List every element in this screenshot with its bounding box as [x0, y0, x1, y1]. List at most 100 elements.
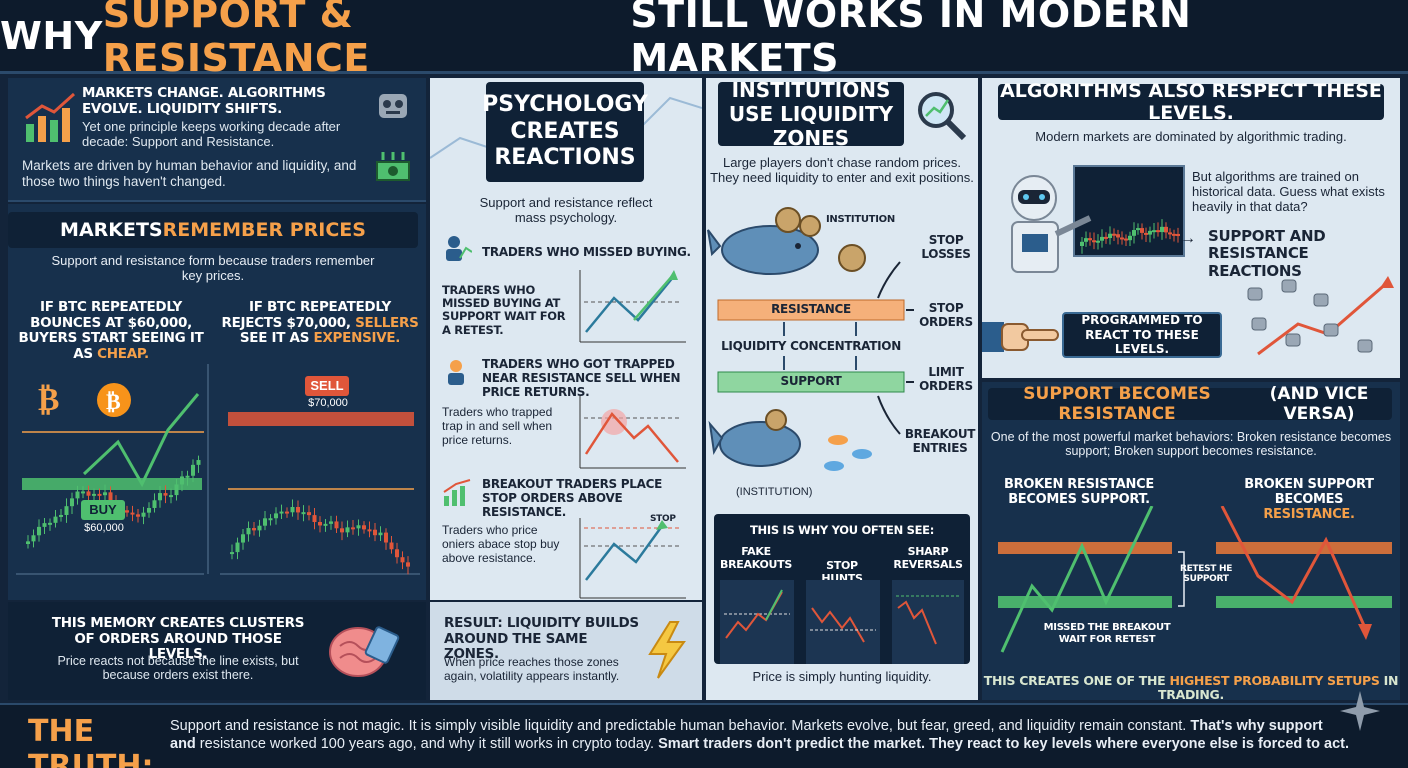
- memory-panel: THIS MEMORY CREATES CLUSTERS OF ORDERS A…: [8, 602, 426, 700]
- sharp-reversals-label: SHARP REVERSALS: [893, 545, 963, 571]
- inst-header: INSTITUTIONS USE LIQUIDITY ZONES: [718, 78, 904, 150]
- candle: [1164, 226, 1168, 233]
- candle: [191, 464, 195, 476]
- candle: [257, 525, 262, 531]
- brain-icon: [329, 626, 400, 677]
- growth-chart-icon: [25, 92, 76, 142]
- flip-panel: SUPPORT BECOMES RESISTANCE (AND VICE VER…: [982, 382, 1400, 700]
- candle: [323, 523, 328, 526]
- flip-charts: [998, 506, 1392, 653]
- candle: [307, 512, 311, 516]
- trader-icon-2: [448, 360, 464, 385]
- flip-foot: THIS CREATES ONE OF THE HIGHEST PROBABIL…: [983, 673, 1399, 700]
- flip-sub: One of the most powerful market behavior…: [990, 430, 1392, 459]
- candle: [296, 506, 300, 513]
- candle: [373, 529, 377, 536]
- robot-chart-illustration: [1011, 165, 1185, 273]
- why-box: THIS IS WHY YOU OFTEN SEE: FAKE BREAKOUT…: [714, 514, 970, 664]
- whale-icon-2: [708, 409, 801, 467]
- candle: [351, 527, 355, 530]
- programmed-box: PROGRAMMED TO REACT TO THESE LEVELS.: [1062, 312, 1222, 358]
- svg-text:₿: ₿: [38, 380, 59, 418]
- candle: [246, 528, 251, 535]
- candle: [356, 525, 361, 529]
- candle: [152, 500, 157, 508]
- candle: [367, 529, 372, 532]
- resistance-label: RESISTANCE: [771, 302, 851, 316]
- retest-chart: [579, 270, 686, 343]
- candle: [81, 491, 85, 494]
- money-bag-icon: [775, 207, 866, 272]
- psych-item2-body: Traders who trapped trap in and sell whe…: [442, 405, 553, 447]
- candle: [1160, 226, 1164, 233]
- candle: [136, 514, 140, 517]
- truth-text: Support and resistance is not magic. It …: [170, 718, 1349, 753]
- candle: [252, 528, 256, 531]
- liquidity-diagram: [707, 207, 914, 471]
- algo-paragraph: But algorithms are trained on historical…: [1192, 169, 1385, 214]
- psych-header: PSYCHOLOGY CREATES REACTIONS: [482, 82, 648, 182]
- candle: [1120, 237, 1124, 240]
- candle: [141, 512, 146, 517]
- candle: [53, 516, 58, 523]
- flip-head-rest: (AND VICE VERSA): [1269, 384, 1369, 424]
- hunt-charts: [720, 580, 964, 664]
- result-heading: RESULT: LIQUIDITY BUILDS AROUND THE SAME…: [444, 615, 639, 663]
- candle: [169, 495, 173, 498]
- trap-chart: [579, 396, 686, 469]
- robot-network-icon: [1247, 276, 1394, 356]
- candle: [384, 532, 388, 543]
- candle: [37, 526, 41, 536]
- btc-coin-icon: ₿: [38, 380, 59, 418]
- psych-item3-body: Traders who price oniers abace stop buy …: [442, 523, 560, 565]
- intro-panel: MARKETS CHANGE. ALGORITHMS EVOLVE. LIQUI…: [8, 78, 426, 202]
- candle: [1108, 233, 1112, 239]
- candle: [1148, 230, 1152, 235]
- psych-item1-title: TRADERS WHO MISSED BUYING.: [482, 245, 691, 259]
- candle: [64, 506, 69, 515]
- support-label: SUPPORT: [780, 374, 842, 388]
- candle: [318, 522, 322, 526]
- candle: [1156, 230, 1160, 233]
- candle: [1144, 232, 1148, 235]
- candle: [1140, 228, 1144, 233]
- candle: [1104, 236, 1108, 239]
- intro-line: Yet one principle keeps working decade a…: [82, 119, 341, 149]
- sell-price: $70,000: [308, 397, 348, 409]
- candle: [59, 514, 63, 517]
- result-body: When price reaches those zones again, vo…: [444, 655, 620, 683]
- psych-item2-title: TRADERS WHO GOT TRAPPED NEAR RESISTANCE …: [482, 357, 681, 399]
- candle: [1088, 238, 1092, 241]
- flip-right-title: BROKEN SUPPORT BECOMES RESISTANCE.: [1244, 477, 1374, 522]
- candle: [163, 493, 168, 496]
- candle: [196, 460, 201, 465]
- candle: [1132, 230, 1136, 236]
- candle: [1168, 232, 1172, 235]
- remember-head-pre: MARKETS: [60, 219, 163, 241]
- candle: [130, 512, 135, 515]
- candle: [268, 518, 273, 521]
- candle: [1116, 234, 1120, 238]
- btc-charts: ₿ ₿: [16, 364, 420, 575]
- flip-left-title: BROKEN RESISTANCE BECOMES SUPPORT.: [1004, 477, 1154, 507]
- title-highlight: SUPPORT & RESISTANCE: [102, 0, 370, 80]
- truth-label: THE TRUTH:: [28, 714, 154, 768]
- intro-body: Markets are driven by human behavior and…: [22, 158, 357, 189]
- money-icon: [376, 152, 410, 181]
- btc-reject-text: IF BTC REPEATEDLY REJECTS $70,000, SELLE…: [221, 299, 419, 347]
- candle: [329, 521, 333, 524]
- candle: [312, 515, 317, 523]
- stop-chart: [579, 518, 686, 599]
- remember-sub: Support and resistance form because trad…: [51, 253, 375, 283]
- liquidity-label: LIQUIDITY CONCENTRATION: [721, 339, 901, 353]
- btc-bounce-text: IF BTC REPEATEDLY BOUNCES AT $60,000, BU…: [18, 299, 204, 362]
- sell-label: SELL: [305, 376, 349, 396]
- candle: [274, 513, 278, 519]
- psychology-panel: PSYCHOLOGY CREATES REACTIONS Support and…: [430, 78, 702, 600]
- breakout-icon: [443, 479, 471, 506]
- truth-bar: THE TRUTH: Support and resistance is not…: [0, 691, 1408, 768]
- candle: [1112, 233, 1116, 236]
- candle: [147, 507, 151, 513]
- limit-orders-label: LIMIT ORDERS: [919, 365, 973, 393]
- result-panel: RESULT: LIQUIDITY BUILDS AROUND THE SAME…: [430, 602, 702, 700]
